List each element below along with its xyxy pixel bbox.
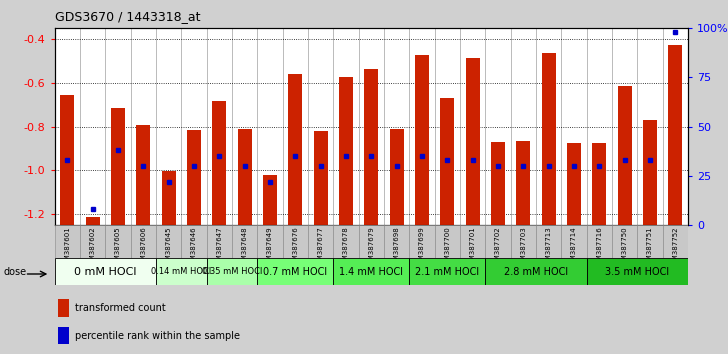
Bar [359,225,384,258]
Bar [516,141,530,225]
Text: GSM387606: GSM387606 [141,227,146,269]
Bar [542,53,555,225]
Bar [668,45,682,225]
Bar [593,143,606,225]
Text: GSM387646: GSM387646 [191,227,197,269]
Bar [389,129,403,225]
Text: 2.1 mM HOCl: 2.1 mM HOCl [415,267,479,277]
Text: GSM387602: GSM387602 [90,227,95,269]
Bar [213,102,226,225]
Bar [384,225,409,258]
Bar [662,225,688,258]
Text: transformed count: transformed count [75,303,165,313]
Bar [86,217,100,225]
Text: 0 mM HOCl: 0 mM HOCl [74,267,137,277]
Bar [111,108,125,225]
Text: GSM387679: GSM387679 [368,227,374,269]
Bar [263,175,277,225]
Text: GSM387701: GSM387701 [470,227,475,269]
Bar [643,120,657,225]
Bar [232,225,257,258]
Text: GSM387647: GSM387647 [216,227,222,269]
Text: GSM387601: GSM387601 [64,227,71,269]
Bar [561,225,587,258]
Text: GSM387677: GSM387677 [317,227,324,269]
Bar [60,95,74,225]
Text: 0.14 mM HOCl: 0.14 mM HOCl [151,267,211,276]
Bar [466,58,480,225]
Bar [435,225,460,258]
Bar [55,258,156,285]
Bar [55,225,80,258]
Text: GSM387716: GSM387716 [596,227,602,269]
Bar [207,258,257,285]
Text: 3.5 mM HOCl: 3.5 mM HOCl [605,267,669,277]
Bar [567,143,581,225]
Bar [181,225,207,258]
Bar [314,131,328,225]
Bar [156,225,181,258]
Text: GSM387605: GSM387605 [115,227,121,269]
Bar [136,125,150,225]
Bar [617,86,632,225]
Bar [612,225,637,258]
Bar [308,225,333,258]
Text: GSM387649: GSM387649 [267,227,273,269]
Bar [491,142,505,225]
Bar [510,225,536,258]
Text: GSM387645: GSM387645 [165,227,172,269]
Text: GDS3670 / 1443318_at: GDS3670 / 1443318_at [55,10,200,23]
Bar [58,327,69,344]
Text: 1.4 mM HOCl: 1.4 mM HOCl [339,267,403,277]
Bar [587,258,688,285]
Bar [257,258,333,285]
Bar [237,129,252,225]
Bar [486,225,510,258]
Bar [409,258,486,285]
Bar [440,98,454,225]
Bar [364,69,379,225]
Bar [415,55,429,225]
Text: GSM387698: GSM387698 [394,227,400,269]
Bar [587,225,612,258]
Bar [58,299,69,317]
Bar [409,225,435,258]
Bar [187,130,201,225]
Bar [257,225,282,258]
Text: GSM387676: GSM387676 [292,227,298,269]
Bar [156,258,207,285]
Text: GSM387699: GSM387699 [419,227,425,269]
Text: GSM387702: GSM387702 [495,227,501,269]
Text: GSM387713: GSM387713 [545,227,552,269]
Text: dose: dose [4,267,27,277]
Text: GSM387750: GSM387750 [622,227,628,269]
Text: GSM387678: GSM387678 [343,227,349,269]
Text: GSM387700: GSM387700 [444,227,451,269]
Bar [162,171,175,225]
Text: GSM387703: GSM387703 [521,227,526,269]
Bar [282,225,308,258]
Text: percentile rank within the sample: percentile rank within the sample [75,331,240,341]
Bar [106,225,130,258]
Text: 0.35 mM HOCl: 0.35 mM HOCl [202,267,262,276]
Bar [536,225,561,258]
Bar [333,258,409,285]
Bar [460,225,486,258]
Text: GSM387648: GSM387648 [242,227,248,269]
Bar [637,225,662,258]
Text: 0.7 mM HOCl: 0.7 mM HOCl [264,267,328,277]
Text: 2.8 mM HOCl: 2.8 mM HOCl [504,267,568,277]
Bar [80,225,106,258]
Bar [486,258,587,285]
Bar [130,225,156,258]
Bar [333,225,359,258]
Bar [288,74,302,225]
Bar [339,78,353,225]
Text: GSM387752: GSM387752 [672,227,678,269]
Text: GSM387751: GSM387751 [647,227,653,269]
Text: GSM387714: GSM387714 [571,227,577,269]
Bar [207,225,232,258]
